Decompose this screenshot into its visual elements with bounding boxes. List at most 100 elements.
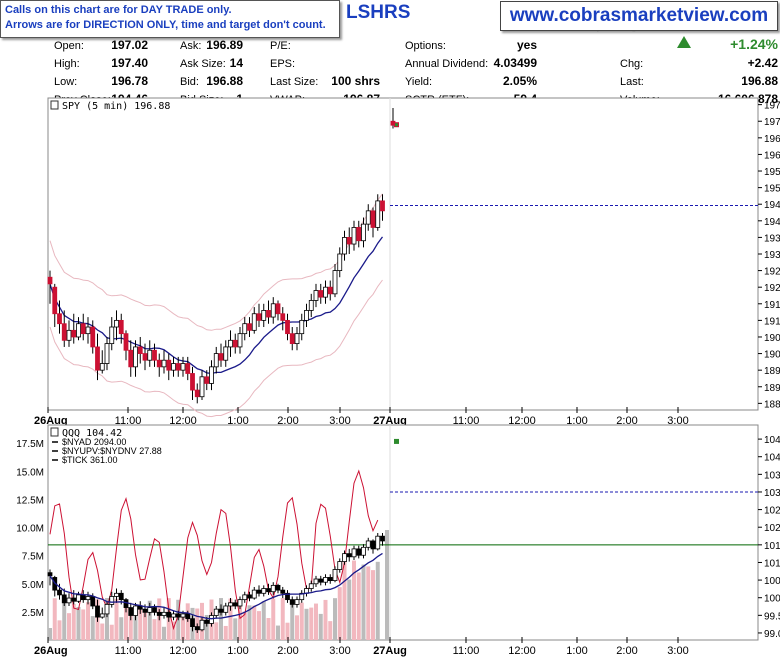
quote-label: Yield:	[405, 76, 432, 88]
volume-bar	[323, 599, 328, 640]
qqq-candle-body	[47, 572, 53, 577]
volume-bar	[105, 598, 109, 640]
volume-bar	[285, 622, 290, 640]
x-tick-label: 26Aug	[34, 415, 68, 427]
site-url: www.cobrasmarketview.com	[509, 5, 769, 26]
volume-bar	[228, 598, 233, 640]
candle-body	[152, 349, 157, 361]
volume-bar	[242, 611, 247, 640]
candle-body	[313, 290, 319, 301]
volume-bar	[133, 606, 138, 640]
qqq-candle-body	[242, 594, 248, 601]
spy-legend: SPY (5 min) 196.88	[62, 101, 170, 112]
volume-bar	[299, 602, 304, 640]
candle-body	[166, 359, 172, 371]
volume-bar	[67, 613, 71, 640]
y-tick-label: 99.0	[764, 629, 780, 640]
volume-bar	[109, 624, 114, 640]
qqq-candle-body	[209, 615, 214, 624]
volume-bar	[100, 623, 105, 640]
qqq-candle-body	[71, 597, 77, 602]
qqq-candle-body	[351, 548, 357, 558]
candle-body	[247, 323, 252, 331]
x-tick-label: 3:00	[329, 645, 350, 657]
qqq-candle-body	[365, 540, 371, 548]
candle-body	[256, 313, 262, 321]
y-tick-label: 197.0	[764, 117, 780, 128]
candle-body	[118, 319, 124, 335]
qqq-candle-body	[199, 619, 205, 631]
y-tick-label: 188.5	[764, 399, 780, 410]
candle-body	[133, 346, 138, 368]
candle-body	[85, 326, 91, 335]
candle-body	[270, 303, 276, 318]
candle-body	[47, 276, 53, 285]
quote-value: 2.05%	[503, 74, 537, 88]
y-tick-label: 100.5	[764, 576, 780, 587]
volume-bar	[266, 618, 271, 640]
candle-body	[289, 333, 295, 345]
quote-value: 196.78	[111, 74, 148, 88]
qqq-candle-body	[66, 597, 72, 604]
volume-bar	[337, 587, 342, 640]
candle-body	[237, 333, 243, 348]
volume-bar	[295, 615, 299, 640]
x-tick-label: 12:00	[169, 415, 197, 427]
qqq-moving-average-line	[49, 552, 383, 620]
qqq-candle-body	[375, 535, 381, 550]
y-tick-label: 195.0	[764, 184, 780, 195]
x-tick-label: 12:00	[508, 415, 536, 427]
volume-bar	[247, 605, 252, 640]
candle-body	[294, 333, 300, 345]
candle-body	[332, 270, 338, 295]
candle-body	[280, 313, 286, 321]
y-tick-label: 192.0	[764, 283, 780, 294]
volume-bar	[233, 618, 238, 640]
quote-label: Last Size:	[270, 76, 318, 88]
quote-label: Annual Dividend:	[405, 58, 488, 70]
site-banner[interactable]: www.cobrasmarketview.com	[500, 1, 778, 31]
candle-body	[99, 363, 105, 371]
qqq-candle-body	[232, 602, 238, 607]
candle-body	[142, 353, 148, 361]
qqq-candle-body	[228, 602, 233, 607]
volume-bar	[62, 600, 67, 640]
qqq-candle-body	[251, 589, 257, 599]
volume-bar	[171, 621, 176, 640]
volume-bar	[290, 599, 295, 640]
quote-value: 14	[230, 56, 244, 70]
qqq-candle-body	[237, 599, 243, 607]
x-tick-label: 3:00	[667, 415, 688, 427]
y-tick-label: 102.0	[764, 523, 780, 534]
candle-body	[156, 359, 162, 368]
qqq-candle-body	[223, 605, 229, 613]
volume-tick-label: 5.0M	[22, 580, 44, 591]
candle-body	[209, 366, 214, 384]
candle-body	[351, 227, 357, 245]
quote-table: Thursday 27-Aug-2015 9:55 amOpen:197.02A…	[48, 22, 780, 106]
qqq-candle-body	[190, 618, 195, 628]
qqq-candle-body	[323, 577, 328, 583]
candle-body	[61, 323, 67, 341]
volume-bar	[304, 608, 309, 640]
volume-bar	[280, 598, 285, 640]
y-tick-label: 194.0	[764, 217, 780, 228]
candle-body	[76, 323, 81, 338]
qqq-candle-body	[318, 578, 324, 583]
candle-body	[375, 200, 381, 228]
qqq-plot-area	[47, 424, 759, 641]
volume-bar	[81, 609, 86, 640]
candle-body	[370, 210, 376, 228]
candle-body	[285, 319, 290, 335]
qqq-candle-body	[80, 594, 86, 601]
volume-bar	[238, 601, 242, 640]
candle-body	[365, 210, 371, 225]
qqq-candle-body	[99, 613, 105, 618]
candle-body	[361, 223, 366, 242]
volume-bar	[342, 558, 347, 640]
candle-body	[123, 333, 129, 351]
spy-price-panel: SPY (5 min) 196.88 197.5 197.0 196.5 196.0 19…	[34, 97, 780, 427]
volume-bar	[71, 604, 76, 640]
volume-bar	[314, 603, 318, 640]
